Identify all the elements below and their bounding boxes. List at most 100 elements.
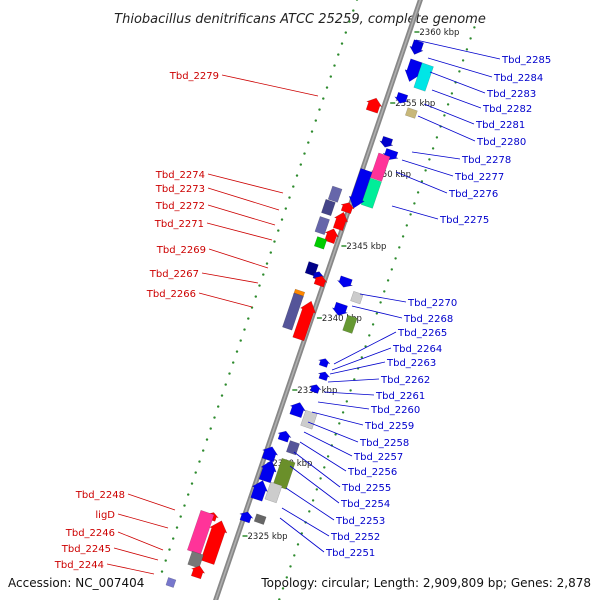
gene-label-right[interactable]: Tbd_2270 [407,298,457,309]
gc-dot [334,433,337,436]
gc-dot [318,108,321,111]
map-title: Thiobacillus denitrificans ATCC 25259, c… [114,12,486,27]
gc-dot [160,570,164,573]
gene-label-right[interactable]: Tbd_2258 [359,438,409,449]
gene-feature [308,384,322,394]
label-leader [207,204,276,226]
gene-label-right[interactable]: Tbd_2262 [380,375,430,386]
gc-dot [284,207,287,210]
gene-label-right[interactable]: Tbd_2275 [439,215,489,226]
gene-label-right[interactable]: Tbd_2280 [476,137,526,148]
gene-label-left[interactable]: Tbd_2271 [154,219,204,230]
label-leader [127,493,176,511]
gene-label-right[interactable]: Tbd_2260 [370,405,420,416]
gene-label-right[interactable]: Tbd_2276 [448,189,498,200]
gc-dot [224,383,227,386]
tick-label: 2360 kbp [419,28,459,38]
gene-feature [282,292,304,331]
gene-label-left[interactable]: Tbd_2248 [75,490,125,501]
gene-labels: Tbd_2279 Tbd_2274 Tbd_2273 Tbd_2272 Tbd_2271… [54,55,552,571]
gene-label-right[interactable]: Tbd_2268 [403,314,453,325]
gc-dot [168,548,171,551]
gene-label-right[interactable]: Tbd_2282 [482,104,532,115]
gene-label-left[interactable]: Tbd_2273 [155,184,205,195]
label-leader [417,115,476,142]
gene-label-right[interactable]: Tbd_2278 [461,155,511,166]
gc-dot [295,174,299,177]
gene-feature [285,440,300,456]
tick-label: 2340 kbp [322,314,362,324]
label-leader [395,171,448,194]
gc-dot [198,460,201,463]
gene-label-left[interactable]: Tbd_2274 [155,170,205,181]
gene-label-left[interactable]: Tbd_2279 [169,71,219,82]
gene-label-right[interactable]: Tbd_2277 [454,172,504,183]
gc-dot [308,510,311,513]
gene-label-right[interactable]: Tbd_2254 [340,499,390,510]
gc-dot [322,97,325,100]
gc-dot [220,394,224,397]
gene-feature [165,577,177,588]
gene-feature [317,371,331,382]
label-leader [415,39,501,60]
gc-dot [315,488,318,491]
gene-feature [342,314,358,334]
gc-dot [333,64,336,67]
gene-label-right[interactable]: Tbd_2281 [475,120,525,131]
gc-dot [465,48,469,51]
gene-feature [404,107,418,119]
gc-dot [413,202,416,205]
accession-text: Accession: NC_007404 [8,576,144,590]
gc-dot [338,422,341,425]
gene-label-left[interactable]: Tbd_2267 [149,269,199,280]
gene-label-left[interactable]: Tbd_2245 [61,544,111,555]
gene-label-left[interactable]: Tbd_2269 [156,245,206,256]
gene-label-right[interactable]: Tbd_2252 [330,532,380,543]
label-leader [207,173,284,194]
gene-label-right[interactable]: Tbd_2257 [353,452,403,463]
gc-dot [386,279,390,282]
gene-label-right[interactable]: Tbd_2255 [341,483,391,494]
gene-label-right[interactable]: Tbd_2263 [386,358,436,369]
gene-label-right[interactable]: Tbd_2285 [501,55,551,66]
label-leader [106,563,155,575]
gc-dot [461,59,465,62]
gc-dot [323,466,326,469]
gene-label-right[interactable]: Tbd_2284 [493,73,543,84]
gene-feature [348,168,373,209]
label-leader [198,292,253,308]
gc-dot [243,328,246,331]
genome-backbone-highlight [214,0,422,600]
label-leader [311,411,364,426]
label-leader [206,222,273,241]
gene-label-left[interactable]: Tbd_2244 [54,560,104,571]
gene-label-right[interactable]: Tbd_2265 [397,328,447,339]
genome-summary-text: Topology: circular; Length: 2,909,809 bp… [260,576,591,590]
label-leader [429,71,486,94]
gc-dot [340,42,344,45]
gene-label-right[interactable]: Tbd_2264 [392,344,442,355]
gene-label-right[interactable]: Tbd_2283 [486,89,536,100]
gene-label-left[interactable]: Tbd_2246 [65,528,115,539]
label-leader [207,187,280,211]
gene-label-right[interactable]: Tbd_2261 [375,391,425,402]
gene-label-left[interactable]: Tbd_2266 [146,289,196,300]
gene-feature [292,300,317,342]
gene-label-right[interactable]: Tbd_2251 [325,548,375,559]
label-leaders [106,39,501,575]
tick-label: 2355 kbp [395,99,435,109]
gc-dot [239,339,242,342]
gene-feature [378,135,394,148]
gene-feature [350,290,364,305]
gene-label-right[interactable]: Tbd_2259 [364,421,414,432]
gene-feature [393,91,409,104]
gene-label-left[interactable]: Tbd_2272 [155,201,205,212]
gene-label-left[interactable]: ligD [95,510,115,521]
label-leader [427,57,493,78]
label-leader [431,89,482,109]
label-leader [281,507,330,537]
gene-label-right[interactable]: Tbd_2253 [335,516,385,527]
gene-label-right[interactable]: Tbd_2256 [347,467,397,478]
label-leader [351,305,403,319]
